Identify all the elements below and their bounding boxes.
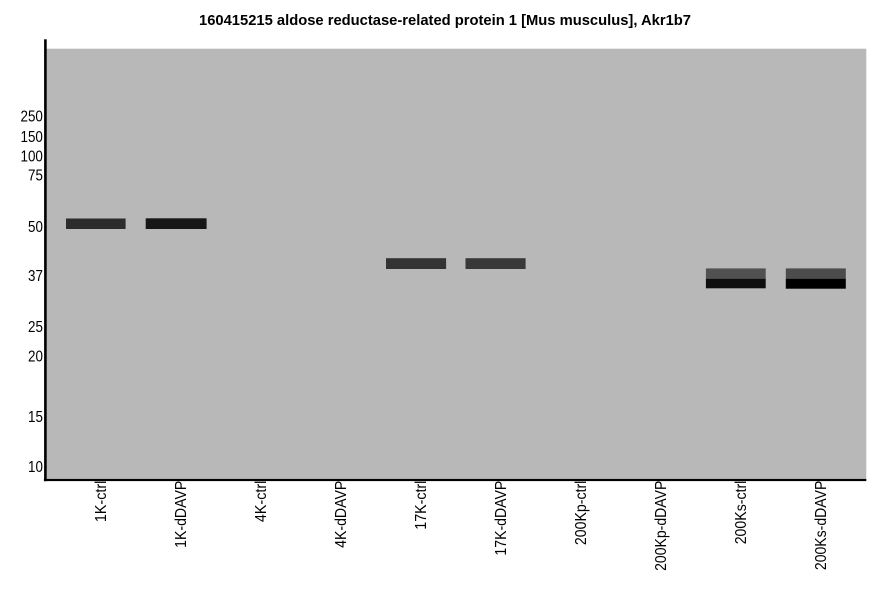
svg-text:4K-dDAVP: 4K-dDAVP [333, 481, 350, 548]
svg-text:25: 25 [28, 319, 43, 336]
svg-text:10: 10 [28, 459, 43, 476]
svg-text:20: 20 [28, 349, 43, 366]
svg-text:250: 250 [21, 109, 44, 126]
svg-text:17K-ctrl: 17K-ctrl [413, 481, 430, 530]
svg-text:15: 15 [28, 409, 43, 426]
svg-text:50: 50 [28, 219, 43, 236]
svg-text:1K-ctrl: 1K-ctrl [93, 481, 110, 522]
svg-text:37: 37 [28, 268, 43, 285]
svg-text:150: 150 [21, 129, 44, 146]
svg-text:200Kp-dDAVP: 200Kp-dDAVP [653, 481, 670, 571]
svg-text:4K-ctrl: 4K-ctrl [253, 481, 270, 522]
svg-text:75: 75 [28, 168, 43, 185]
svg-text:100: 100 [21, 148, 44, 165]
svg-text:160415215 aldose reductase-rel: 160415215 aldose reductase-related prote… [199, 13, 691, 29]
svg-text:17K-dDAVP: 17K-dDAVP [493, 481, 510, 556]
svg-text:200Ks-ctrl: 200Ks-ctrl [733, 481, 750, 545]
svg-text:1K-dDAVP: 1K-dDAVP [173, 481, 190, 548]
svg-text:200Kp-ctrl: 200Kp-ctrl [573, 481, 590, 545]
svg-text:200Ks-dDAVP: 200Ks-dDAVP [813, 481, 830, 570]
